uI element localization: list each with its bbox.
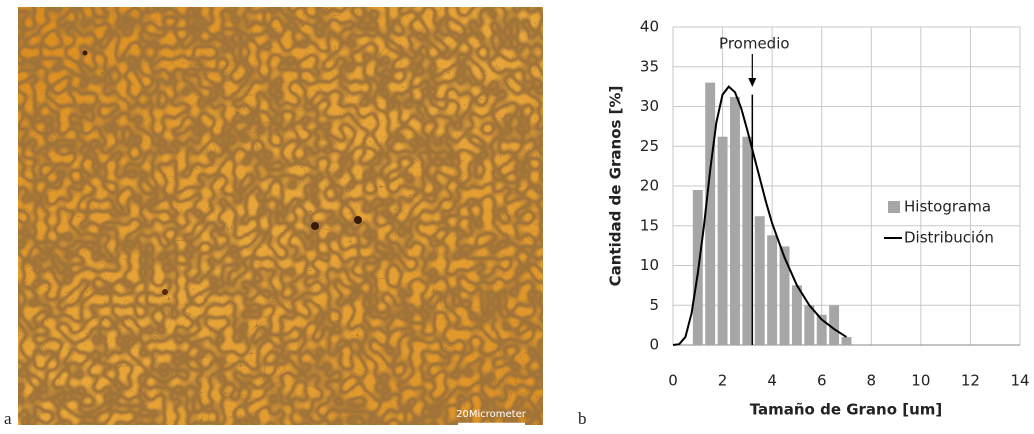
pore: [311, 222, 319, 230]
panel-label: a: [4, 409, 12, 428]
micrograph: 20Micrometer: [18, 7, 543, 426]
x-tick-label: 8: [867, 372, 877, 390]
x-tick-label: 4: [767, 372, 777, 390]
y-tick-label: 5: [649, 296, 659, 314]
y-tick-label: 35: [640, 57, 659, 75]
bar: [717, 136, 728, 345]
panel-label: b: [578, 409, 587, 428]
annotation: Promedio: [719, 35, 790, 53]
y-tick-label: 10: [640, 256, 659, 274]
y-tick-label: 20: [640, 177, 659, 195]
y-tick-label: 30: [640, 97, 659, 115]
bar: [779, 246, 790, 345]
pore: [82, 50, 88, 56]
bar: [754, 216, 765, 345]
bar: [767, 235, 778, 345]
scale-label: 20Micrometer: [456, 409, 527, 420]
y-axis-title: Cantidad de Granos [%]: [607, 86, 625, 287]
bar: [742, 136, 753, 345]
line: [672, 85, 848, 346]
pore: [354, 216, 362, 224]
legend-label: Distribución: [904, 229, 994, 247]
x-tick-label: 10: [911, 372, 930, 390]
bar: [791, 285, 802, 345]
bar: [804, 305, 815, 345]
pore: [162, 289, 168, 295]
y-tick-label: 40: [640, 18, 659, 36]
y-tick-label: 15: [640, 216, 659, 234]
x-tick-label: 12: [961, 372, 980, 390]
legend-label: Histograma: [904, 198, 991, 216]
bar: [841, 337, 852, 345]
bar: [816, 314, 827, 345]
annotation-arrowhead: [748, 78, 757, 87]
y-tick-label: 0: [649, 336, 659, 354]
bar: [730, 96, 740, 346]
legend-swatch: [888, 201, 900, 213]
bar: [829, 305, 840, 345]
micrograph-texture: [18, 7, 543, 425]
x-tick-label: 0: [668, 372, 678, 390]
y-tick-label: 25: [640, 137, 659, 155]
x-tick-label: 6: [817, 372, 827, 390]
x-tick-label: 2: [718, 372, 728, 390]
x-axis-title: Tamaño de Grano [um]: [750, 401, 943, 419]
x-tick-label: 14: [1010, 372, 1029, 390]
bar: [705, 82, 716, 346]
